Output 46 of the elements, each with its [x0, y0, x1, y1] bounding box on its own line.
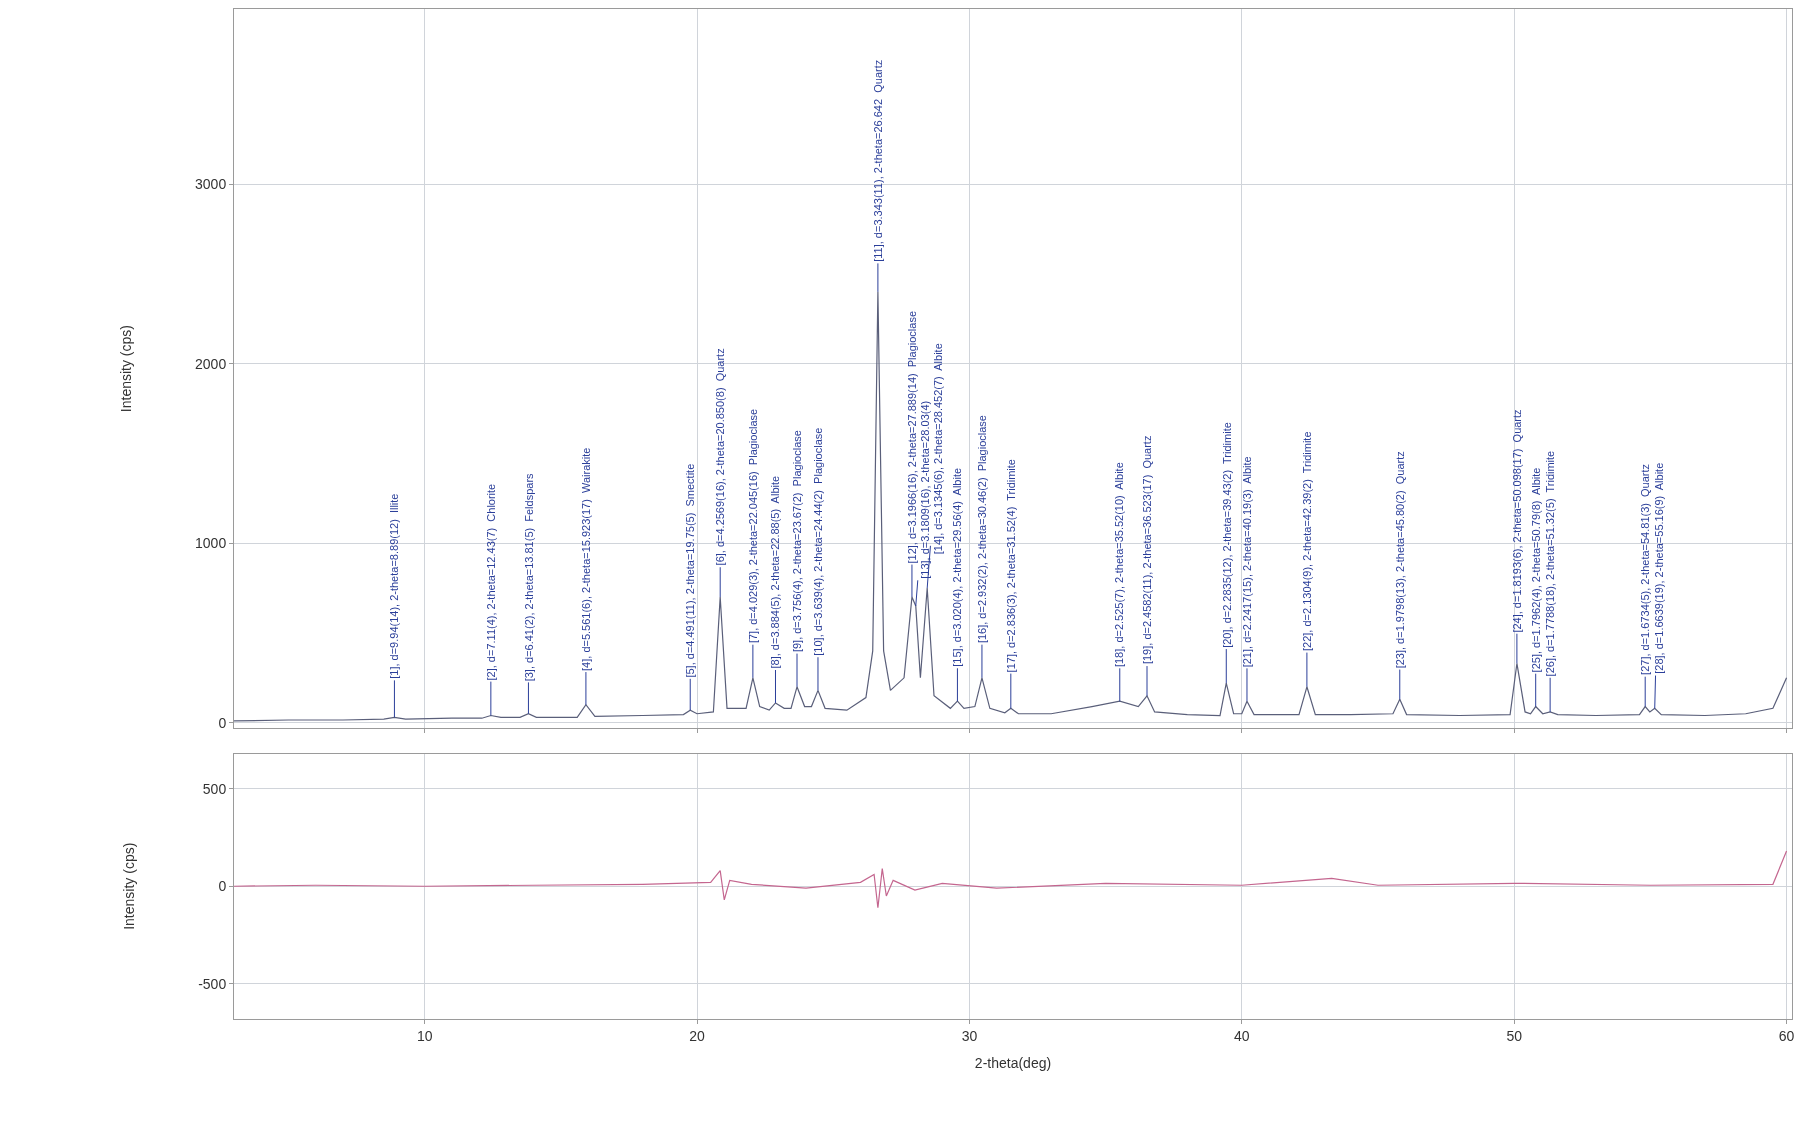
- annotation: [11], d=3.343(11), 2-theta=26.642 Quartz: [872, 59, 885, 262]
- y-tick-label: 500: [202, 780, 227, 797]
- annotation: [2], d=7.11(4), 2-theta=12.43(7) Chlorite: [485, 483, 498, 681]
- x-tick-label: 40: [1234, 1027, 1250, 1044]
- y-tick-label: 2000: [195, 355, 227, 372]
- annotation: [22], d=2.1304(9), 2-theta=42.39(2) Tridimite: [1300, 431, 1313, 651]
- y-tick-label: 0: [218, 878, 227, 895]
- annotation: [24], d=1.8193(6), 2-theta=50.098(17) Quartz: [1511, 409, 1524, 633]
- annotation: [1], d=9.94(14), 2-theta=8.89(12) Illite: [388, 493, 401, 679]
- annotation: [17], d=2.836(3), 2-theta=31.52(4) Tridimite: [1005, 459, 1018, 673]
- annotation: [14], d=3.1345(6), 2-theta=28.452(7) Albite: [931, 343, 944, 555]
- annotation: [7], d=4.029(3), 2-theta=22.045(16) Plagioclase: [746, 408, 759, 644]
- x-tick-label: 10: [416, 1027, 433, 1044]
- annotation: [5], d=4.491(11), 2-theta=19.75(5) Smectite: [683, 463, 696, 678]
- line-series: [234, 291, 1788, 722]
- line-series: [234, 850, 1788, 909]
- annotation: [4], d=5.561(6), 2-theta=15.923(17) Wairakite: [579, 447, 592, 671]
- annotation: [20], d=2.2835(12), 2-theta=39.43(2) Tridimite: [1220, 422, 1233, 648]
- x-tick-label: 50: [1506, 1027, 1523, 1044]
- annotation: [25], d=1.7962(4), 2-theta=50.79(8) Albite: [1529, 467, 1542, 673]
- y-tick-label: 0: [218, 714, 227, 731]
- annotation: [9], d=3.756(4), 2-theta=23.67(2) Plagioclase: [790, 430, 803, 653]
- y-tick-label: 1000: [195, 535, 227, 552]
- annotation: [23], d=1.9798(13), 2-theta=45.80(2) Quartz: [1394, 451, 1407, 669]
- annotation: [26], d=1.7788(18), 2-theta=51.32(5) Tridimite: [1543, 450, 1556, 677]
- annotation: [27], d=1.6734(5), 2-theta=54.81(3) Quartz: [1639, 463, 1652, 675]
- y-axis-title: Intensity (cps): [120, 842, 137, 930]
- x-tick-label: 20: [689, 1027, 706, 1044]
- annotation: [18], d=2.525(7), 2-theta=35.52(10) Albite: [1113, 462, 1126, 668]
- annotation: [15], d=3.020(4), 2-theta=29.56(4) Albite: [951, 467, 964, 667]
- x-axis-title: 2-theta(deg): [974, 1055, 1052, 1072]
- annotation: [3], d=6.41(2), 2-theta=13.81(5) Feldspars: [522, 472, 535, 682]
- x-tick-label: 30: [961, 1027, 978, 1044]
- annotation: [28], d=1.6639(19), 2-theta=55.16(9) Albite: [1652, 462, 1665, 674]
- annotation: [8], d=3.884(5), 2-theta=22.88(5) Albite: [769, 475, 782, 669]
- annotation: [21], d=2.2417(15), 2-theta=40.19(3) Albite: [1240, 456, 1253, 668]
- x-tick-label: 60: [1778, 1027, 1795, 1044]
- y-tick-label: 3000: [195, 176, 227, 193]
- annotation: [19], d=2.4582(11), 2-theta=36.523(17) Quartz: [1140, 435, 1153, 665]
- y-axis-title: Intensity (cps): [117, 325, 134, 413]
- annotation: [6], d=4.2569(16), 2-theta=20.850(8) Quartz: [713, 348, 726, 566]
- annotation: [13], d=3.1809(16), 2-theta=28.03(4): [919, 400, 932, 579]
- annotation: [10], d=3.639(4), 2-theta=24.44(2) Plagioclase: [812, 427, 825, 656]
- annotation: [12], d=3.1966(16), 2-theta=27.889(14) Plagioclase: [906, 310, 919, 564]
- y-tick-label: -500: [198, 975, 227, 992]
- annotation: [16], d=2.932(2), 2-theta=30.46(2) Plagioclase: [975, 415, 988, 644]
